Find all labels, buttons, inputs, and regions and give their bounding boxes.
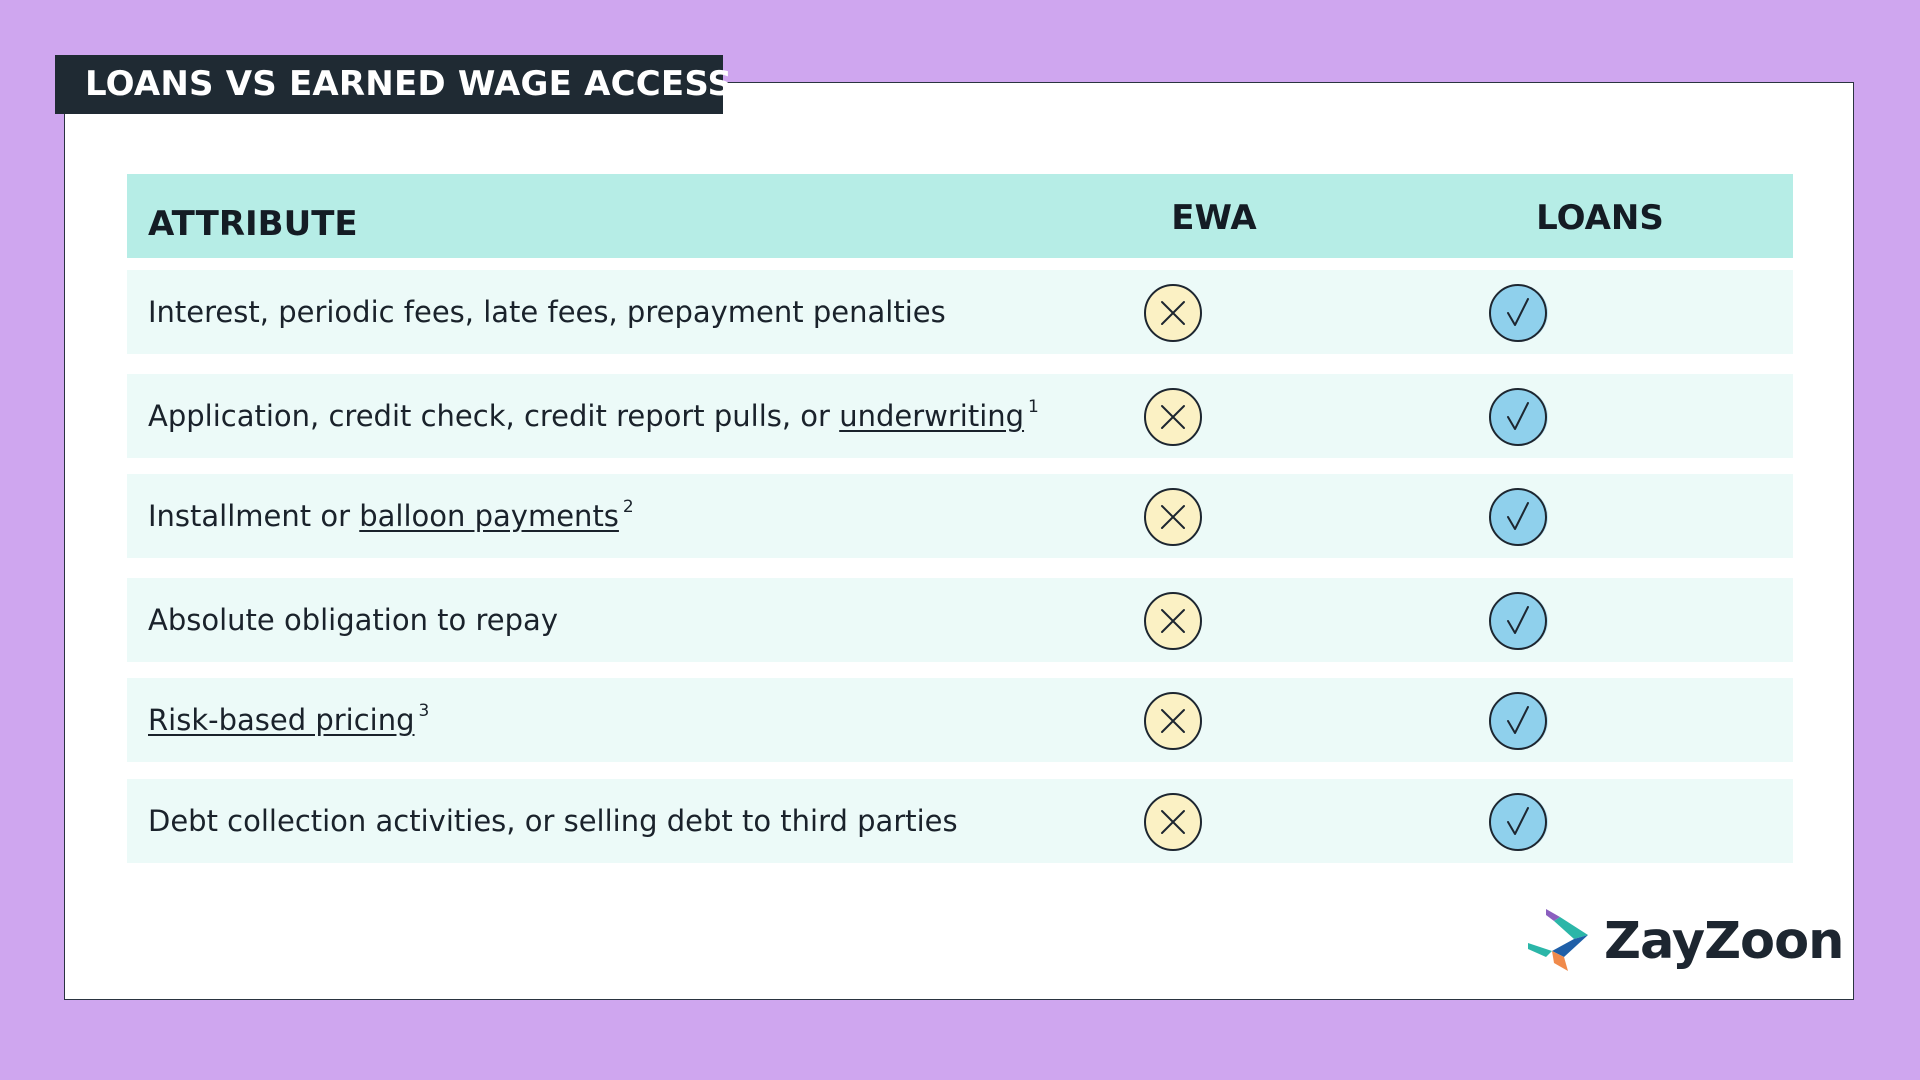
x-mark-icon — [1144, 592, 1202, 650]
footnote-marker: 1 — [1028, 397, 1039, 417]
check-mark-icon — [1489, 692, 1548, 750]
check-mark-icon — [1489, 488, 1548, 546]
footnote-marker: 3 — [418, 701, 430, 721]
row-label: Debt collection activities, or selling d… — [148, 804, 958, 838]
page-title: LOANS VS EARNED WAGE ACCESS — [55, 55, 732, 114]
footnote-marker: 2 — [622, 497, 634, 517]
check-mark-icon — [1489, 284, 1548, 342]
header-ewa: EWA — [1171, 198, 1257, 238]
risk-based-pricing-link[interactable]: Risk-based pricing — [148, 703, 415, 737]
table-row: Debt collection activities, or selling d… — [127, 779, 1793, 863]
table-row: Interest, periodic fees, late fees, prep… — [127, 270, 1793, 354]
row-label: Installment or balloon payments 2 — [148, 497, 634, 534]
check-mark-icon — [1489, 592, 1548, 650]
brand-name: ZayZoon — [1604, 912, 1844, 971]
check-mark-icon — [1489, 793, 1548, 851]
table-header-row: ATTRIBUTE EWA LOANS — [127, 174, 1793, 258]
row-label: Interest, periodic fees, late fees, prep… — [148, 295, 946, 329]
header-loans: LOANS — [1536, 198, 1664, 238]
x-mark-icon — [1144, 793, 1202, 851]
x-mark-icon — [1144, 284, 1202, 342]
row-label: Application, credit check, credit report… — [148, 397, 1039, 434]
table-row: Installment or balloon payments 2 — [127, 474, 1793, 558]
row-label: Risk-based pricing 3 — [148, 678, 429, 762]
x-mark-icon — [1144, 388, 1202, 446]
x-mark-icon — [1144, 488, 1202, 546]
table-row: Risk-based pricing 3 — [127, 678, 1793, 762]
table-row: Application, credit check, credit report… — [127, 374, 1793, 458]
row-label: Absolute obligation to repay — [148, 603, 558, 637]
check-mark-icon — [1489, 388, 1548, 446]
x-mark-icon — [1144, 692, 1202, 750]
balloon-payments-link[interactable]: balloon payments — [359, 499, 619, 533]
header-attribute: ATTRIBUTE — [148, 204, 358, 244]
zayzoon-logo-icon — [1528, 909, 1588, 971]
table-row: Absolute obligation to repay — [127, 578, 1793, 662]
underwriting-link[interactable]: underwriting — [839, 399, 1025, 433]
